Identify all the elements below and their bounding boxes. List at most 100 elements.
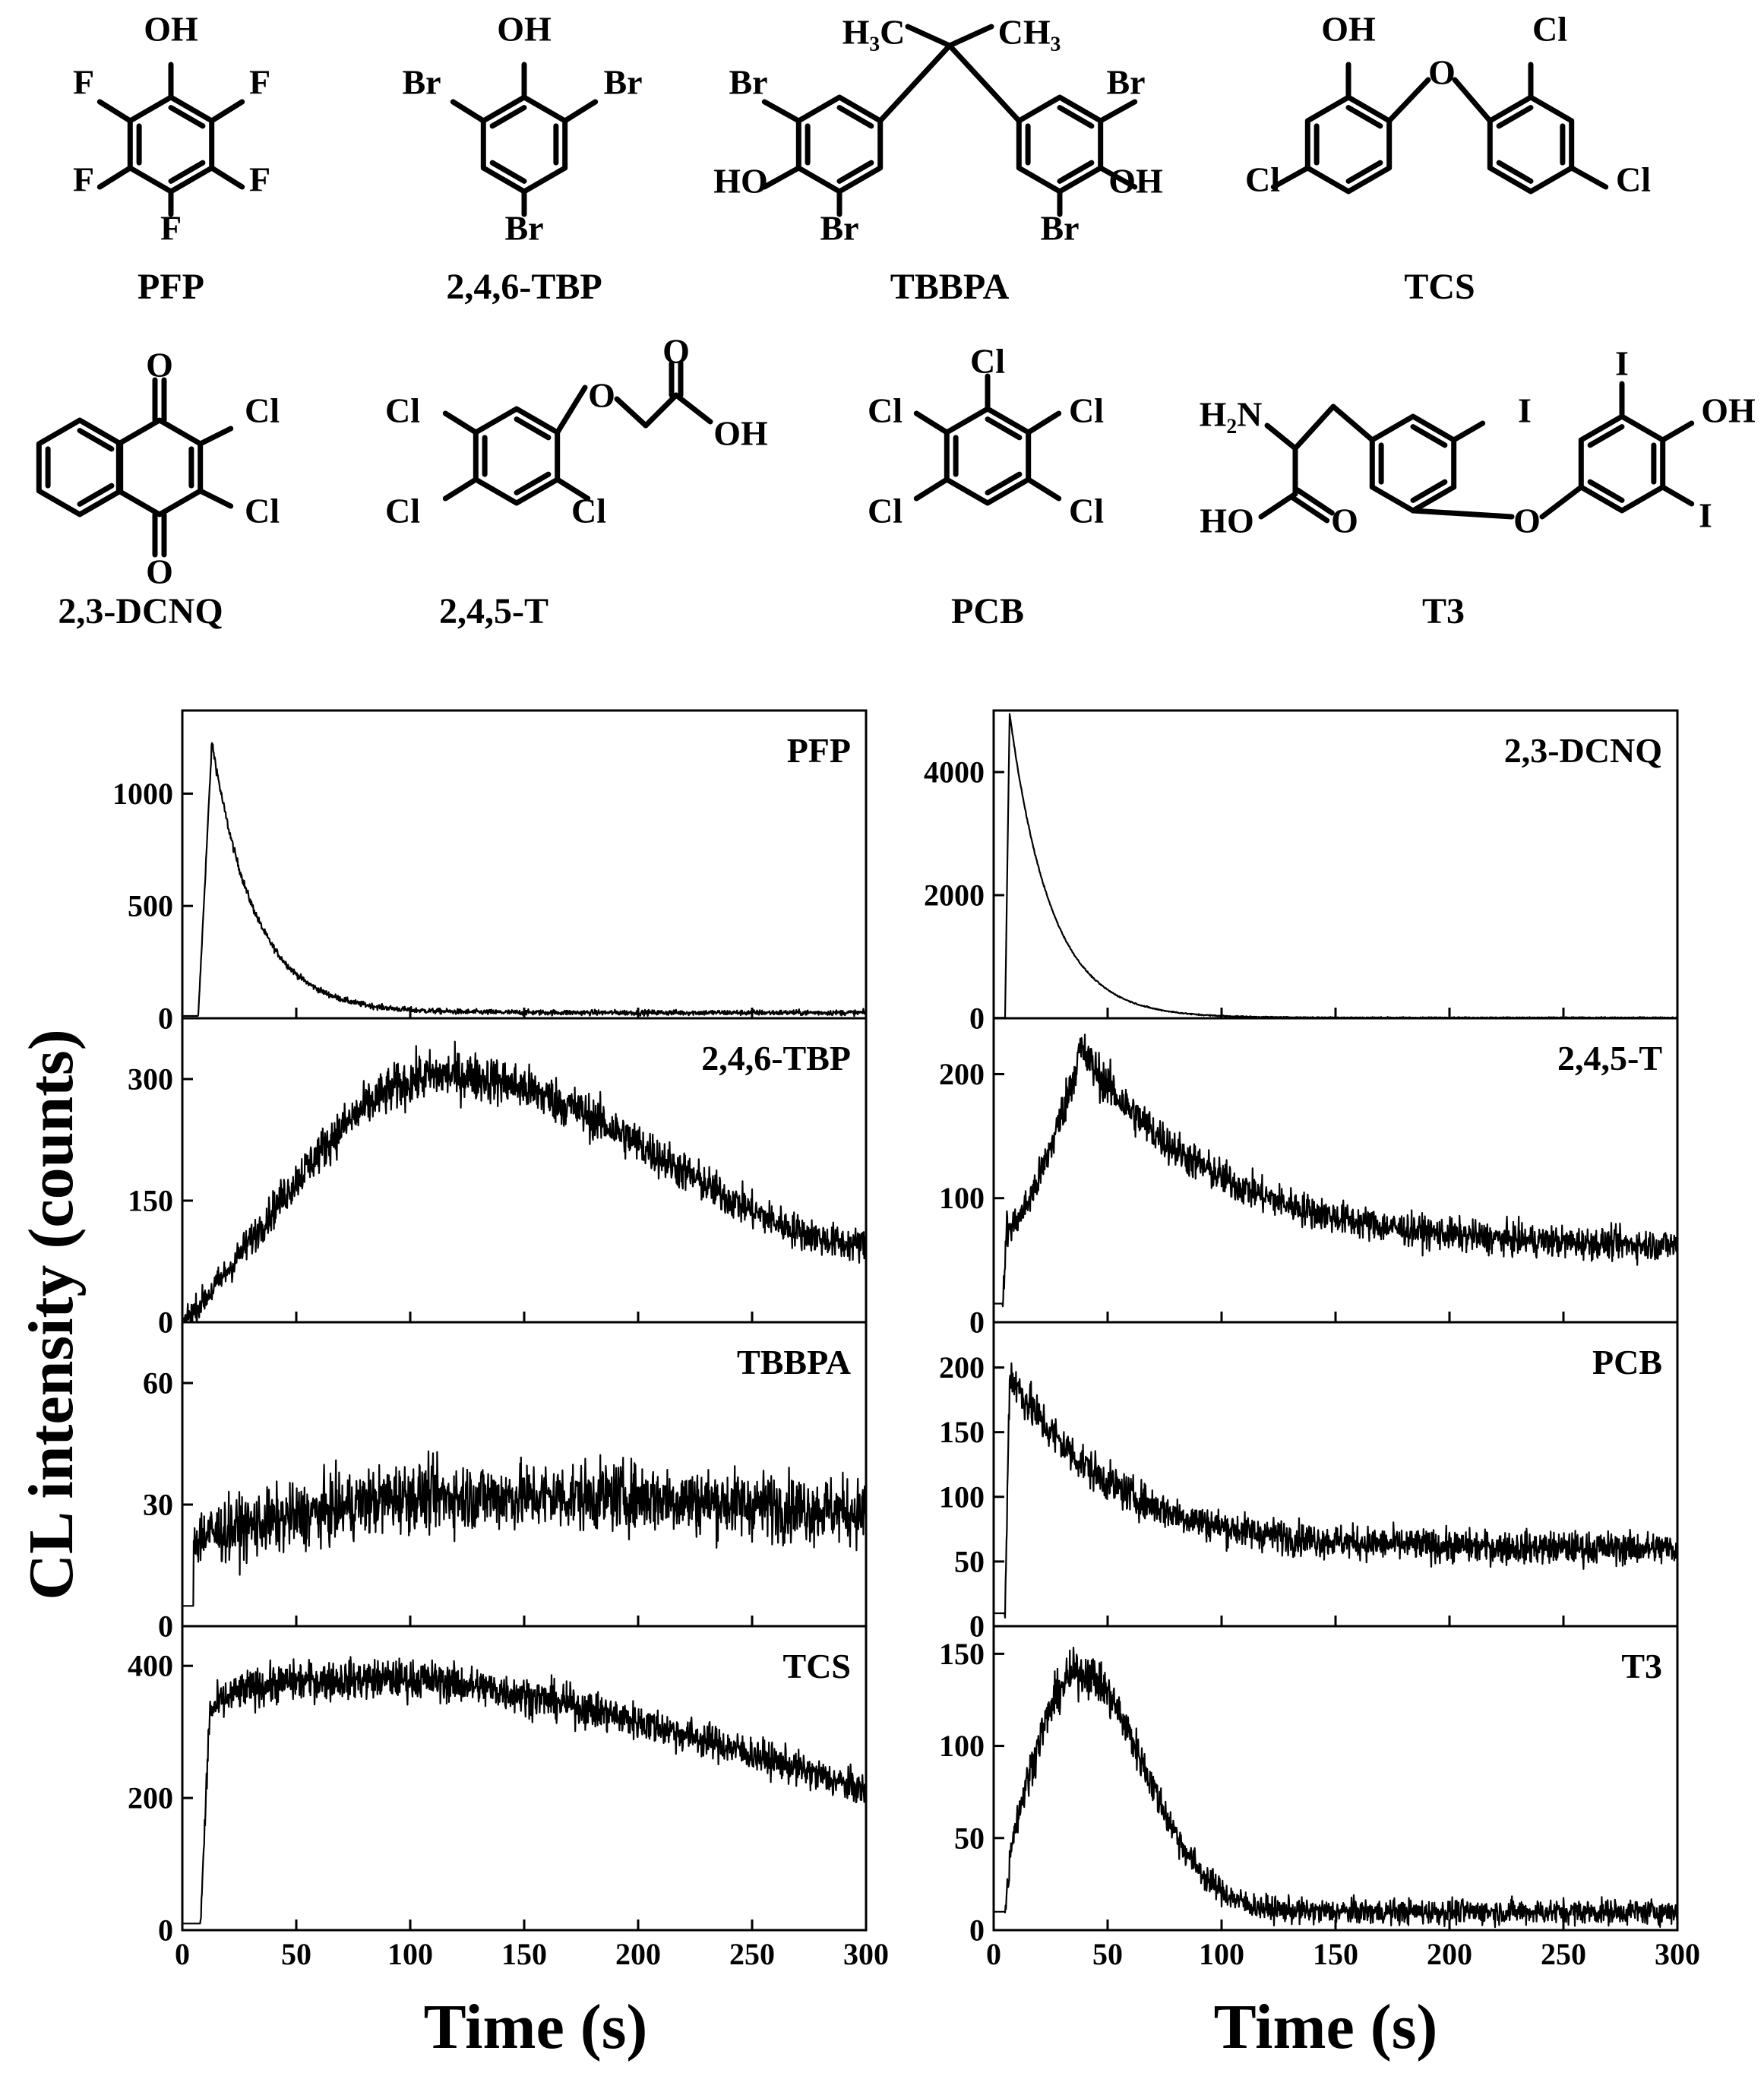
chart-panel: 0 200 400 0 50 100 150 200 250 300 TCS [128,1625,889,1971]
chart-panel: 0 50 100 150 0 50 100 150 200 250 300 T3 [939,1625,1700,1971]
atom-label: Cl [1069,391,1104,430]
pcb-ring [944,406,1032,506]
bond [198,426,234,447]
atom-label: O [1428,53,1456,92]
dcnq-quinone-ring [115,417,204,517]
y-tick-label: 300 [128,1062,173,1097]
double-bond [514,471,552,495]
chart-panel: 0 50 100 150 200 PCB [939,1321,1679,1644]
atom-label: O [146,346,173,385]
charts-panel: 05001000PFP01503002,4,6-TBP03060TBBPA020… [112,709,1700,1971]
bond [1292,404,1336,451]
y-tick-label: 150 [128,1184,173,1218]
y-tick-label: 30 [143,1488,173,1522]
bond [1270,165,1310,190]
atom-label: Cl [970,342,1005,381]
series-line [182,1450,868,1607]
bond [1258,491,1298,520]
x-tick-label: 0 [175,1937,190,1971]
double-bond [168,160,206,184]
bond [1569,165,1609,190]
x-tick-label: 300 [843,1937,889,1971]
atom-label: OH [1108,162,1163,201]
double-bond [985,416,1023,441]
bond [1451,420,1486,443]
atom-label: Br [603,63,642,102]
bond [1660,420,1695,443]
atom-label: Cl [868,391,903,430]
double-bond [77,428,115,452]
y-tick-label: 0 [969,1306,985,1340]
atom-label: Br [1040,209,1079,248]
atom-label: I [1518,391,1532,430]
panel-title: 2,4,6-TBP [701,1039,851,1078]
atom-label: F [160,209,182,248]
bond [1295,487,1335,516]
double-bond [1587,479,1625,503]
bond [1264,423,1298,451]
double-bond [836,105,874,129]
x-tick-label: 200 [1427,1937,1472,1971]
atom-label: F [73,63,94,102]
y-tick-label: 1000 [112,777,173,811]
y-tick-label: 200 [939,1350,985,1385]
atom-label: H₃C [842,13,906,52]
x-axis-label-right: Time (s) [1214,1992,1438,2062]
y-tick-label: 500 [128,889,173,923]
atom-label: Cl [571,492,606,530]
atom-label: Cl [245,391,280,430]
panel-title: PFP [787,731,851,770]
chart-panel: 0 30 60 TBBPA [143,1321,868,1644]
bond [1539,484,1584,520]
bond [96,165,133,190]
bond [1660,484,1695,507]
compound-name: 2,4,6-TBP [446,267,602,307]
x-tick-label: 250 [1541,1937,1586,1971]
chart-panel: 0 100 200 2,4,5-T [939,1017,1679,1340]
atom-label: O [1331,502,1358,540]
bond [1452,77,1493,124]
double-bond [1496,160,1534,184]
y-tick-label: 50 [954,1821,985,1855]
x-tick-label: 50 [281,1937,311,1971]
bond [1290,495,1330,524]
y-tick-label: 200 [939,1057,985,1091]
bond [761,99,801,124]
double-bond [1410,479,1448,503]
chart-panel: 0 500 1000 PFP [112,709,868,1036]
y-tick-label: 0 [969,1609,985,1644]
x-tick-label: 50 [1092,1937,1123,1971]
x-tick-label: 100 [1199,1937,1244,1971]
double-bond [836,160,874,184]
y-axis-label: CL intensity (counts) [16,1029,87,1600]
x-tick-label: 0 [986,1937,1001,1971]
t3-ring-left [1369,413,1457,514]
panel-title: PCB [1592,1343,1662,1381]
panel-title: T3 [1621,1647,1662,1685]
y-tick-label: 150 [939,1415,985,1449]
atom-label: Br [504,209,543,248]
double-bond [1410,424,1448,448]
bond [947,43,1022,124]
atom-label: Cl [385,391,420,430]
bond [450,99,486,124]
panel-title: TCS [783,1647,851,1685]
y-tick-label: 100 [939,1181,985,1215]
plot-frame [992,1625,1679,1932]
atom-label: Br [1106,63,1145,102]
atom-label: F [249,160,270,199]
dcnq-benzo-ring [36,417,124,517]
atom-label: OH [1701,391,1756,430]
atom-label: I [1615,344,1629,383]
compound-name: PFP [138,267,204,307]
panel-title: 2,3-DCNQ [1504,731,1662,770]
bond [209,165,245,190]
atom-label: F [249,63,270,102]
bond [1026,410,1062,435]
x-tick-label: 200 [615,1937,661,1971]
panel-title: TBBPA [737,1343,851,1381]
compound-name: 2,4,5-T [439,591,548,631]
atom-label: Cl [1245,160,1280,199]
atom-label: O [1513,502,1541,540]
